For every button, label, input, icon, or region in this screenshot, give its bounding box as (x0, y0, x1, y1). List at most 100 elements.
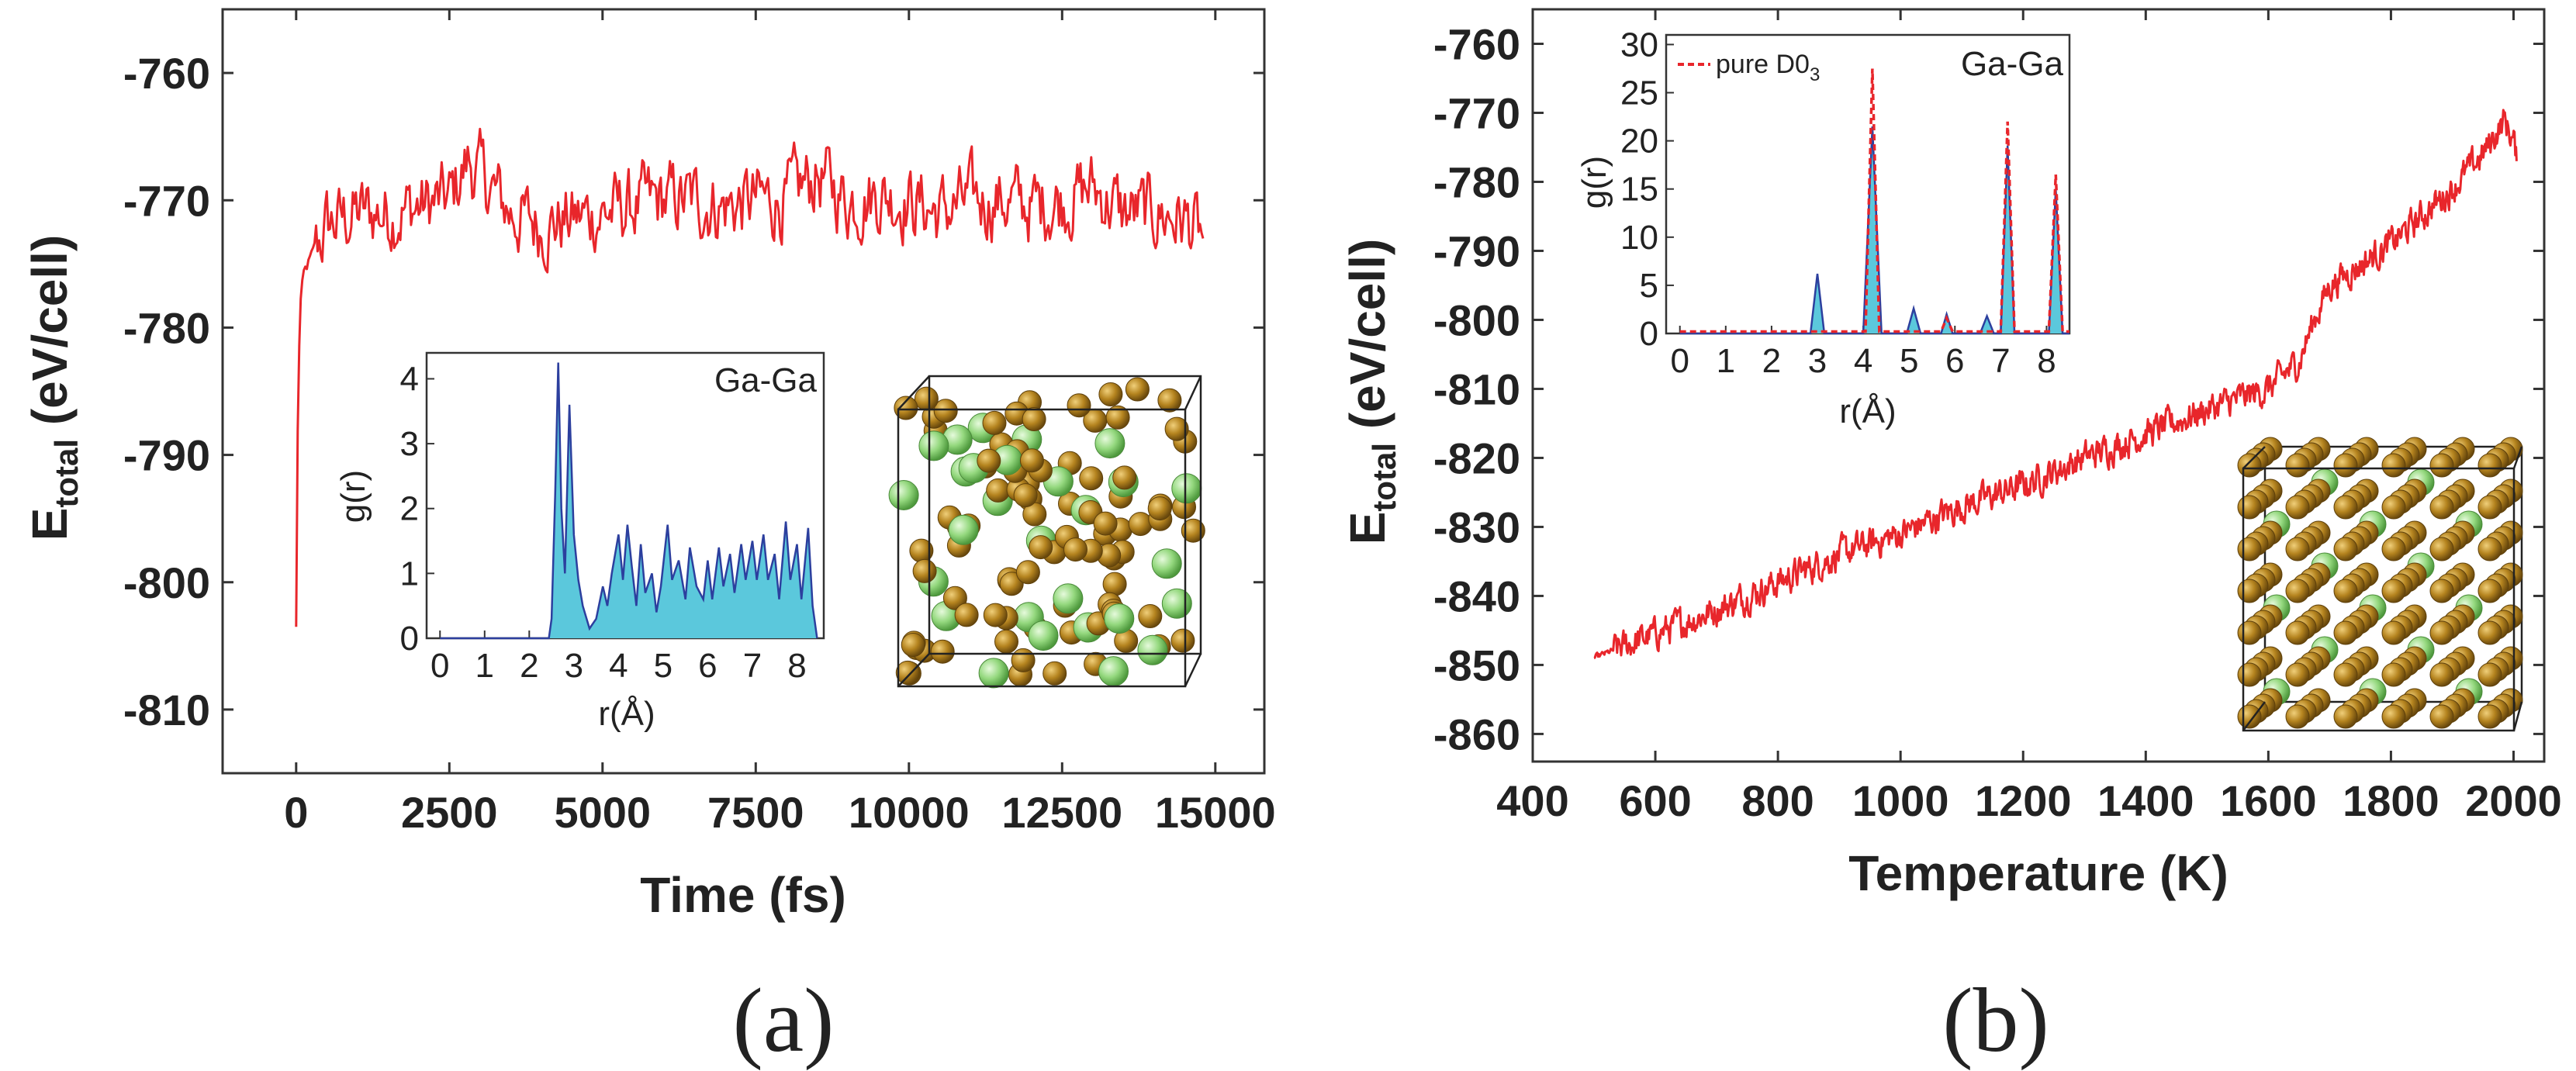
panel-a-inset-x-tick-label: 1 (475, 647, 494, 685)
ga-atom (1128, 512, 1153, 537)
panel-b: -760 -770 -780 -790 -800 -810 -820 -830 -840 -850… (1340, 8, 2562, 1071)
ga-atom (1029, 535, 1053, 560)
other-atom (1053, 583, 1084, 614)
panel-a-atoms (888, 377, 1205, 689)
ga-atom (2429, 495, 2454, 520)
panel-a-inset-x-label: r(Å) (598, 695, 655, 733)
panel-a-y-tick-label: -790 (123, 431, 210, 480)
panel-a-inset-title: Ga-Ga (714, 361, 818, 399)
panel-b-inset-x-tick-label: 4 (1854, 342, 1872, 380)
ga-atom (2237, 662, 2262, 687)
ga-atom (2381, 537, 2406, 561)
panel-b-inset-x-tick-label: 8 (2037, 342, 2056, 380)
panel-a-y-label-main: E (22, 508, 78, 541)
panel-b-x-axis-label: Temperature (K) (1848, 845, 2228, 901)
other-atom (1028, 620, 1059, 651)
panel-b-inset-y-tick-label: 10 (1620, 219, 1658, 257)
ga-atom (1170, 628, 1195, 653)
panel-a-x-tick-label: 10000 (849, 788, 970, 837)
ga-atom (2237, 704, 2262, 729)
panel-b-label: (b) (1942, 969, 2049, 1071)
panel-b-x-tick-label: 1400 (2097, 776, 2194, 825)
ga-atom (2477, 453, 2502, 478)
panel-b-inset-y-tick-label: 20 (1620, 123, 1658, 161)
panel-b-inset-x-label: r(Å) (1839, 392, 1896, 430)
panel-b-y-axis-label: Etotal (eV/cell) (1340, 239, 1402, 545)
panel-b-x-tick-label: 800 (1741, 776, 1814, 825)
panel-a-x-tick-label: 0 (284, 788, 308, 837)
panel-b-energy-line (1593, 109, 2518, 659)
ga-atom (1019, 448, 1044, 473)
ga-atom (1147, 496, 1172, 521)
panel-a-y-tick-label: -810 (123, 686, 210, 734)
ga-atom (2237, 620, 2262, 645)
panel-a-x-axis-label: Time (fs) (640, 867, 846, 923)
ga-atom (895, 660, 920, 685)
panel-a-inset-y-tick-label: 2 (400, 490, 419, 528)
ga-atom (1138, 604, 1163, 628)
panel-b-inset-pure-d03-line (1679, 68, 2069, 333)
panel-b-y-tick-label: -810 (1433, 364, 1520, 413)
panel-b-x-tick-label: 1000 (1852, 776, 1949, 825)
ga-atom (1043, 661, 1067, 686)
ga-atom (954, 603, 979, 627)
ga-atom (1015, 560, 1040, 585)
ga-atom (2333, 537, 2358, 561)
panel-a-y-ticks: -760 -770 -780 -790 -800 -810 (123, 49, 1264, 734)
ga-atom (2477, 662, 2502, 687)
panel-b-y-label-main: E (1340, 512, 1395, 545)
panel-b-cell-box-front (2242, 446, 2523, 732)
panel-a-y-axis-label: Etotal (eV/cell) (22, 235, 85, 541)
panel-b-y-tick-label: -830 (1433, 503, 1520, 551)
panel-a-inset-x-tick-label: 4 (609, 647, 628, 685)
panel-b-y-tick-label: -800 (1433, 295, 1520, 344)
ga-atom (912, 558, 937, 583)
ga-atom (2333, 662, 2358, 687)
panel-b-inset-x-tick-label: 2 (1762, 342, 1781, 380)
other-atom (1151, 548, 1182, 579)
panel-b-inset-legend: pure D03 (1716, 50, 1820, 85)
panel-b-inset-y-ticks: 0 5 10 15 20 25 30 (1620, 26, 1674, 353)
ga-atom (2477, 537, 2502, 561)
ga-atom (2381, 620, 2406, 645)
panel-b-inset-title: Ga-Ga (1961, 45, 2064, 83)
panel-a-plot-frame (221, 8, 1266, 775)
panel-b-inset-x-tick-label: 0 (1670, 342, 1689, 380)
panel-a-inset-x-tick-label: 0 (430, 647, 449, 685)
panel-a-y-tick-label: -800 (123, 558, 210, 607)
panel-b-inset-y-tick-label: 30 (1620, 26, 1658, 64)
panel-b-x-tick-label: 1600 (2220, 776, 2317, 825)
panel-a-energy-line (295, 127, 1205, 627)
panel-b-x-ticks: 400 600 800 1000 1200 1400 1600 1800 2000 (1496, 9, 2562, 825)
panel-b-x-tick-label: 2000 (2465, 776, 2562, 825)
ga-atom (1098, 382, 1123, 406)
ga-atom (2333, 704, 2358, 729)
panel-a-y-tick-label: -780 (123, 303, 210, 352)
ga-atom (894, 396, 918, 420)
panel-b-y-ticks: -760 -770 -780 -790 -800 -810 -820 -830 -840 -850… (1433, 19, 2544, 758)
ga-atom (2381, 579, 2406, 603)
ga-atom (986, 478, 1011, 503)
panel-b-series (1593, 109, 2518, 659)
panel-b-atoms (2237, 437, 2523, 729)
ga-atom (2285, 620, 2310, 645)
ga-atom (2237, 537, 2262, 561)
ga-atom (2333, 453, 2358, 478)
ga-atom (994, 629, 1018, 654)
other-atom (1161, 588, 1192, 619)
ga-atom (1067, 393, 1091, 418)
ga-atom (2477, 704, 2502, 729)
other-atom (978, 658, 1009, 689)
ga-atom (1105, 405, 1130, 430)
panel-b-inset-y-tick-label: 5 (1640, 267, 1658, 305)
panel-b-x-tick-label: 400 (1496, 776, 1568, 825)
panel-b-inset-x-tick-label: 3 (1808, 342, 1827, 380)
ga-atom (933, 399, 958, 423)
panel-a-x-ticks: 0 2500 5000 7500 10000 12500 15000 (284, 9, 1276, 837)
ga-atom (914, 386, 939, 411)
ga-atom (2285, 704, 2310, 729)
ga-atom (2333, 579, 2358, 603)
